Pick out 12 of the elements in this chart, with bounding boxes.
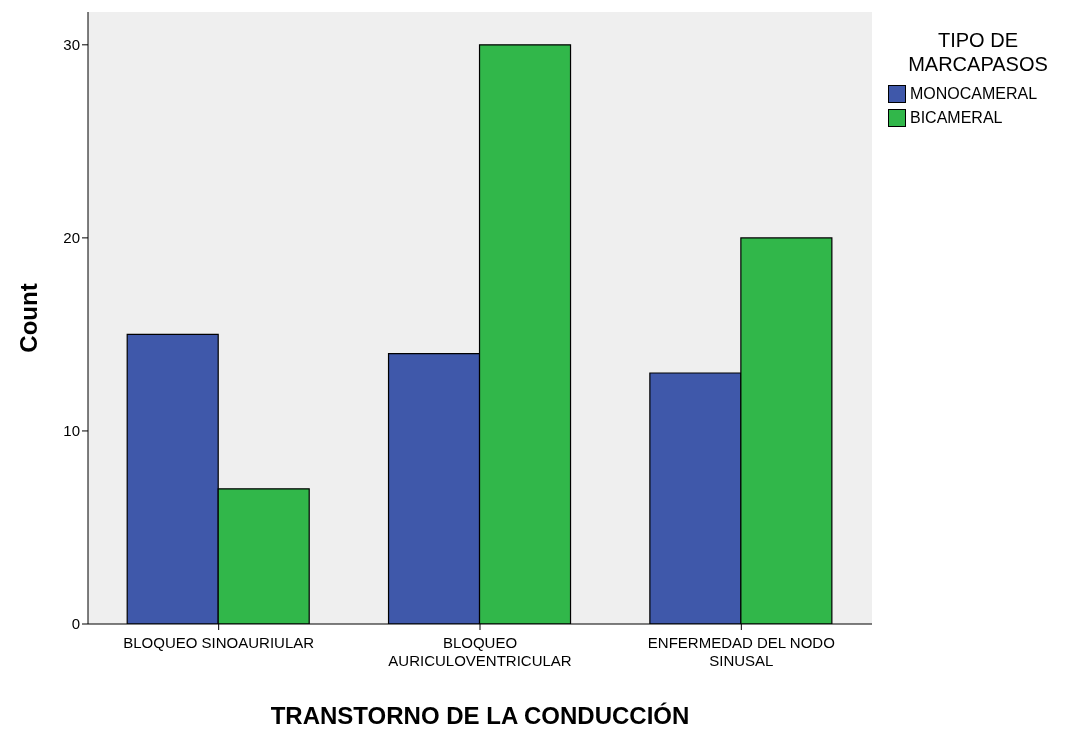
legend-label: BICAMERAL	[910, 109, 1003, 127]
legend-title: TIPO DE MARCAPASOS	[907, 28, 1049, 76]
x-tick-label: ENFERMEDAD DEL NODO SINUSAL	[647, 634, 835, 669]
y-axis-title: Count	[14, 283, 42, 353]
legend-label: MONOCAMERAL	[910, 85, 1038, 103]
y-tick-label: 30	[63, 36, 80, 54]
x-tick-label: BLOQUEO AURICULOVENTRICULAR	[388, 634, 572, 669]
x-tick-label: BLOQUEO SINOAURIULAR	[123, 634, 315, 651]
y-tick-label: 10	[63, 422, 80, 440]
x-axis-title: TRANSTORNO DE LA CONDUCCIÓN	[270, 702, 690, 729]
y-tick-label: 20	[63, 229, 80, 247]
y-tick-label: 0	[71, 615, 80, 633]
